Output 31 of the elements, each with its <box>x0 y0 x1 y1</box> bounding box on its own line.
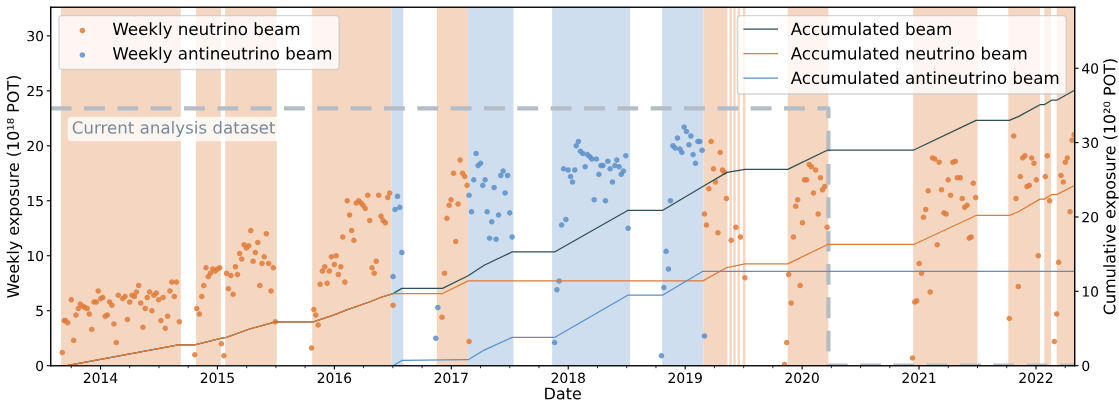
legend-label: Weekly neutrino beam <box>112 22 300 39</box>
legend-label: Accumulated neutrino beam <box>790 46 1027 60</box>
y-tick-label: 0 <box>36 360 44 372</box>
y-tick-label: 25 <box>27 85 43 97</box>
y2-axis-title: Cumulative exposure (10²⁰ POT) <box>1103 59 1119 315</box>
y2-tick-label: 10 <box>1082 286 1099 297</box>
x-tick-label: 2016 <box>317 372 352 384</box>
x-axis-title: Date <box>545 387 581 400</box>
x-tick-label: 2019 <box>668 372 702 384</box>
y-tick-label: 30 <box>27 30 44 42</box>
x-tick-label: 2022 <box>1019 372 1053 384</box>
y2-tick-label: 0 <box>1082 360 1090 372</box>
y-tick-label: 5 <box>36 305 43 317</box>
x-tick-label: 2017 <box>434 372 468 384</box>
y-tick-label: 10 <box>27 250 44 262</box>
y-tick-label: 20 <box>27 140 44 152</box>
legend-label: Accumulated antineutrino beam <box>790 71 1059 85</box>
y2-tick-label: 40 <box>1082 63 1099 74</box>
x-tick-label: 2021 <box>902 372 936 384</box>
legend-label: Accumulated beam <box>790 22 951 36</box>
y-tick-label: 15 <box>27 195 43 207</box>
x-tick-label: 2014 <box>83 372 118 384</box>
line-series <box>66 185 1075 366</box>
x-tick-label: 2020 <box>785 372 819 384</box>
y-axis-title: Weekly exposure (10¹⁸ POT) <box>6 75 23 298</box>
annotation: Current analysis dataset <box>72 120 276 138</box>
legend-label: Weekly antineutrino beam <box>112 46 332 63</box>
x-tick-label: 2015 <box>200 372 234 384</box>
y2-tick-label: 20 <box>1082 211 1099 223</box>
y2-tick-label: 30 <box>1082 137 1099 149</box>
x-tick-label: 2018 <box>551 372 585 384</box>
